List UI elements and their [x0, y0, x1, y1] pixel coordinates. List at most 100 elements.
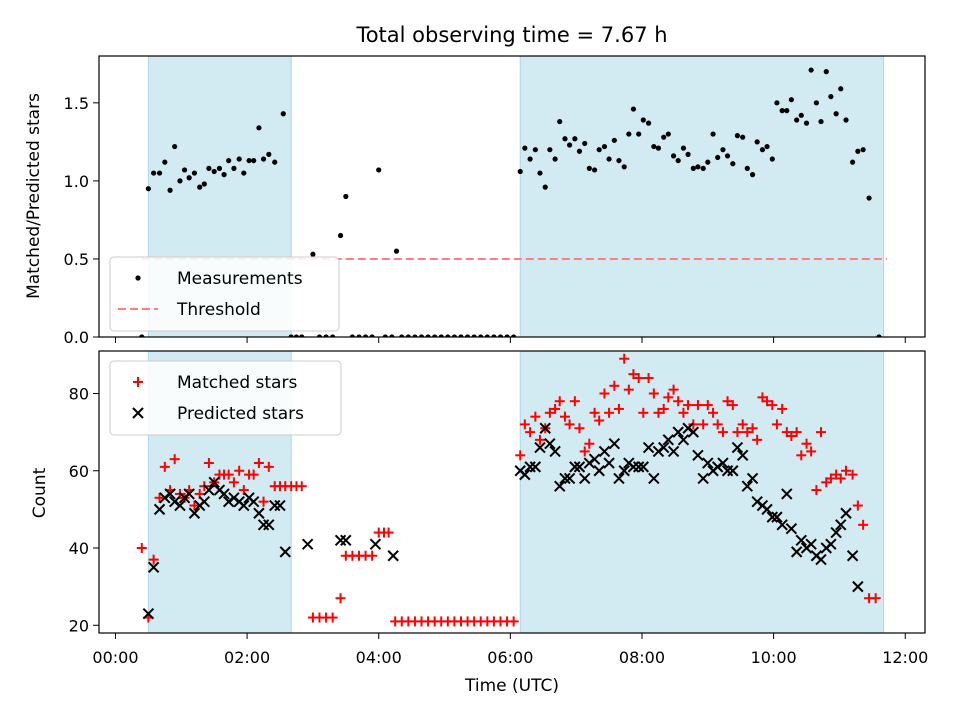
measurement-point	[754, 139, 760, 145]
predicted-star-point	[790, 546, 803, 558]
x-b	[658, 441, 670, 454]
predicted-star-point	[835, 519, 847, 531]
measurement-point	[399, 334, 405, 337]
predicted-star-point	[761, 503, 773, 516]
measurement-point	[876, 334, 882, 337]
matched-star-point	[717, 427, 728, 438]
x-b	[534, 441, 546, 454]
bottom-y-tick-label: 40	[69, 539, 89, 558]
x-b	[274, 499, 286, 512]
measurement-point	[808, 67, 814, 73]
measurement-point	[478, 334, 484, 337]
matched-star-point	[648, 388, 659, 399]
predicted-star-point	[731, 441, 744, 454]
measurement-point	[700, 165, 706, 171]
plot-layer: 0.0 0.5 1.0 1.5 Measurements Threshold 20 40 60 8…	[64, 55, 928, 667]
top-panel-frame	[98, 55, 926, 338]
x-b	[247, 495, 260, 508]
predicted-star-point	[549, 445, 561, 458]
measurement-point	[145, 186, 151, 192]
bottom-y-tick-label: 60	[69, 462, 89, 481]
predicted-star-point	[771, 511, 783, 523]
x-b	[741, 480, 754, 492]
x-b	[637, 461, 650, 473]
matched-star-point	[762, 396, 773, 407]
predicted-star-point	[667, 445, 680, 458]
x-b	[563, 472, 576, 485]
chart-title: Total observing time = 7.67 h	[355, 23, 667, 47]
x-b	[825, 538, 837, 550]
measurement-point	[596, 147, 602, 153]
measurement-point	[522, 145, 528, 151]
measurement-point	[405, 334, 411, 337]
measurement-point	[511, 334, 517, 337]
measurement-point	[690, 165, 696, 171]
x-b	[539, 422, 551, 434]
x-b	[608, 438, 621, 450]
predicted-star-point	[632, 461, 645, 473]
measurement-point	[393, 248, 400, 254]
measurement-point	[823, 69, 829, 75]
predicted-star-point	[741, 480, 754, 492]
predicted-star-point	[203, 484, 215, 496]
matched-star-point	[613, 403, 624, 414]
predicted-star-point	[334, 534, 347, 546]
measurement-point	[181, 167, 188, 173]
predicted-star-point	[263, 519, 275, 531]
predicted-star-point	[569, 461, 581, 473]
predicted-star-point	[697, 472, 709, 485]
matched-star-point	[609, 380, 620, 391]
matched-star-point	[154, 492, 165, 503]
x-b	[188, 507, 201, 519]
matched-star-point	[519, 419, 530, 430]
measurement-point	[156, 170, 163, 176]
measurement-point	[497, 334, 504, 337]
x-b	[279, 546, 291, 558]
measurement-point	[293, 334, 300, 337]
matched-star-point	[841, 465, 852, 476]
x-tick-label: 02:00	[224, 648, 270, 667]
measurement-point	[369, 334, 375, 337]
predicted-star-point	[677, 434, 690, 446]
matched-star-point	[708, 407, 719, 418]
measurement-point	[843, 117, 849, 123]
matched-star-point	[653, 407, 664, 418]
measurement-point	[241, 170, 247, 176]
matched-star-point	[234, 465, 245, 476]
x-b	[593, 465, 605, 477]
x-b	[687, 426, 700, 438]
predicted-star-point	[340, 534, 352, 546]
measurement-point	[730, 161, 736, 167]
predicted-star-point	[603, 457, 615, 469]
matched-star-point	[658, 403, 669, 414]
predicted-star-point	[188, 507, 201, 519]
x-b	[598, 445, 611, 458]
predicted-star-point	[687, 426, 700, 438]
bottom-observing-window-1	[520, 351, 884, 633]
measurement-point	[246, 157, 252, 164]
measurement-point	[675, 157, 681, 164]
x-b	[672, 426, 684, 438]
matched-star-point	[852, 500, 863, 511]
measurement-point	[197, 184, 203, 190]
measurement-point	[586, 165, 592, 171]
predicted-star-point	[387, 550, 399, 562]
matched-star-point	[806, 446, 817, 457]
predicted-star-point	[618, 465, 630, 477]
x-b	[852, 580, 864, 593]
x-b	[618, 465, 630, 477]
measurement-point	[592, 167, 598, 173]
predicted-star-point	[563, 472, 576, 485]
x-b	[549, 445, 561, 458]
predicted-star-point	[301, 538, 314, 550]
x-b	[815, 553, 827, 566]
x-b	[677, 434, 690, 446]
predicted-star-point	[164, 488, 176, 500]
x-b	[153, 503, 166, 516]
measurement-point	[833, 111, 839, 117]
measurement-point	[330, 334, 336, 337]
x-b	[340, 534, 352, 546]
measurement-point	[484, 334, 490, 337]
predicted-star-point	[573, 461, 586, 473]
